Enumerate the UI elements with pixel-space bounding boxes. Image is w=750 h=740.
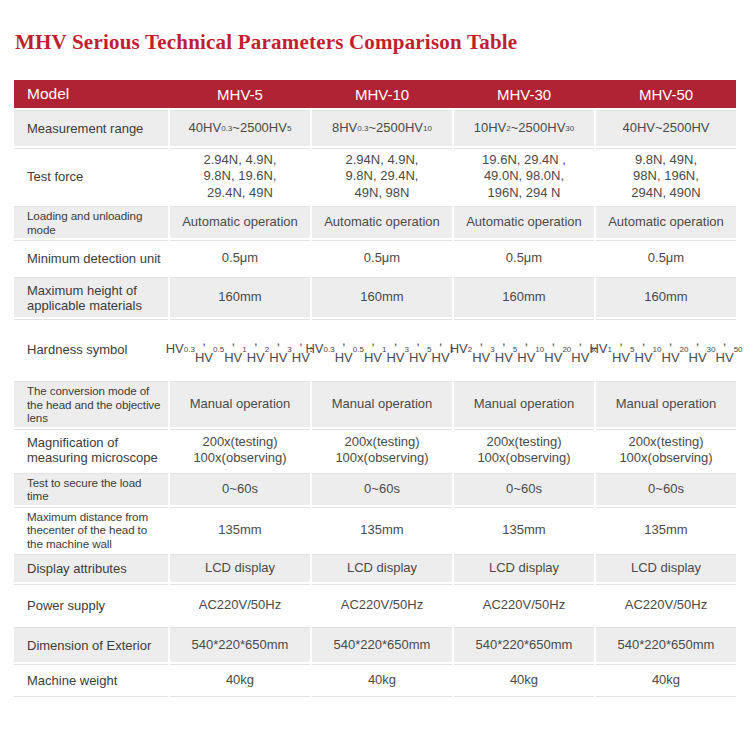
cell-mhv-5: Automatic operation	[170, 206, 310, 238]
cell-mhv-5: AC220V/50Hz	[170, 584, 310, 625]
table-row: Measurement range40HV0.3~2500HV58HV0.3~2…	[14, 110, 736, 146]
cell-mhv-10: HV0.3, HV0.5, HV1, HV3, HV5, HV10	[312, 319, 452, 379]
cell-mhv-30: 40kg	[454, 664, 594, 697]
cell-mhv-10: 40kg	[312, 664, 452, 697]
header-cell-mhv-5: MHV-5	[170, 86, 310, 103]
cell-mhv-50: 200x(testing)100x(observing)	[596, 429, 736, 471]
cell-mhv-30: LCD display	[454, 554, 594, 582]
row-label-test-force: Test force	[14, 148, 168, 204]
cell-mhv-50: 0~60s	[596, 473, 736, 505]
cell-mhv-50: AC220V/50Hz	[596, 584, 736, 625]
cell-mhv-30: Manual operation	[454, 381, 594, 427]
cell-mhv-10: 0~60s	[312, 473, 452, 505]
table-row: Test force2.94N, 4.9N, 9.8N, 19.6N, 29.4…	[14, 148, 736, 204]
cell-mhv-30: 10HV2~2500HV30	[454, 110, 594, 146]
cell-mhv-10: 160mm	[312, 277, 452, 317]
cell-mhv-5: Manual operation	[170, 381, 310, 427]
cell-mhv-50: HV1, HV5, HV10, HV20, HV30, HV50	[596, 319, 736, 379]
cell-mhv-30: Automatic operation	[454, 206, 594, 238]
row-label-measurement-range: Measurement range	[14, 110, 168, 146]
cell-mhv-50: 135mm	[596, 507, 736, 553]
table-row: Power supplyAC220V/50HzAC220V/50HzAC220V…	[14, 584, 736, 625]
cell-mhv-50: Automatic operation	[596, 206, 736, 238]
cell-mhv-5: 0~60s	[170, 473, 310, 505]
row-label-minimum-detection-unit: Minimum detection unit	[14, 240, 168, 275]
cell-mhv-10: Manual operation	[312, 381, 452, 427]
table-row: Test to secure the load time0~60s0~60s0~…	[14, 473, 736, 505]
table-row: Loading and unloading modeAutomatic oper…	[14, 206, 736, 238]
cell-mhv-30: 0.5μm	[454, 240, 594, 275]
row-label-dimension-of-exterior: Dimension of Exterior	[14, 627, 168, 662]
table-row: Hardness symbolHV0.3, HV0.5, HV1, HV2, H…	[14, 319, 736, 379]
cell-mhv-50: 160mm	[596, 277, 736, 317]
cell-mhv-10: 0.5μm	[312, 240, 452, 275]
cell-mhv-30: AC220V/50Hz	[454, 584, 594, 625]
cell-mhv-5: 135mm	[170, 507, 310, 553]
cell-mhv-5: 40kg	[170, 664, 310, 697]
parameters-table: ModelMHV-5MHV-10MHV-30MHV-50 Measurement…	[14, 80, 736, 697]
cell-mhv-50: 40HV~2500HV	[596, 110, 736, 146]
page-title: MHV Serious Technical Parameters Compari…	[15, 30, 736, 55]
row-label-display-attributes: Display attributes	[14, 554, 168, 582]
cell-mhv-10: 200x(testing)100x(observing)	[312, 429, 452, 471]
row-label-power-supply: Power supply	[14, 584, 168, 625]
table-row: The conversion mode of the head and the …	[14, 381, 736, 427]
cell-mhv-50: 40kg	[596, 664, 736, 697]
cell-mhv-30: 0~60s	[454, 473, 594, 505]
table-row: Magnification of measuring microscope200…	[14, 429, 736, 471]
table-row: Machine weight40kg40kg40kg40kg	[14, 664, 736, 697]
cell-mhv-50: Manual operation	[596, 381, 736, 427]
table-row: Minimum detection unit0.5μm0.5μm0.5μm0.5…	[14, 240, 736, 275]
cell-mhv-30: HV2, HV3, HV5, HV10, HV20, HV30	[454, 319, 594, 379]
header-cell-model: Model	[14, 85, 168, 103]
row-label-loading-and-unloading-mode: Loading and unloading mode	[14, 206, 168, 238]
cell-mhv-10: 8HV0.3~2500HV10	[312, 110, 452, 146]
cell-mhv-10: 2.94N, 4.9N, 9.8N, 29.4N, 49N, 98N	[312, 148, 452, 204]
table-body: Measurement range40HV0.3~2500HV58HV0.3~2…	[14, 110, 736, 697]
cell-mhv-50: 0.5μm	[596, 240, 736, 275]
cell-mhv-10: LCD display	[312, 554, 452, 582]
header-cell-mhv-30: MHV-30	[454, 86, 594, 103]
cell-mhv-5: 540*220*650mm	[170, 627, 310, 662]
cell-mhv-50: LCD display	[596, 554, 736, 582]
cell-mhv-30: 200x(testing)100x(observing)	[454, 429, 594, 471]
cell-mhv-5: HV0.3, HV0.5, HV1, HV2, HV3, HV5	[170, 319, 310, 379]
row-label-machine-weight: Machine weight	[14, 664, 168, 697]
cell-mhv-10: AC220V/50Hz	[312, 584, 452, 625]
cell-mhv-5: 40HV0.3~2500HV5	[170, 110, 310, 146]
cell-mhv-30: 19.6N, 29.4N , 49.0N, 98.0N, 196N, 294 N	[454, 148, 594, 204]
cell-mhv-50: 540*220*650mm	[596, 627, 736, 662]
cell-mhv-5: 160mm	[170, 277, 310, 317]
table-row: Maximum distance from thecenter of the h…	[14, 507, 736, 553]
table-header-row: ModelMHV-5MHV-10MHV-30MHV-50	[14, 80, 736, 108]
cell-mhv-30: 540*220*650mm	[454, 627, 594, 662]
cell-mhv-30: 135mm	[454, 507, 594, 553]
cell-mhv-10: Automatic operation	[312, 206, 452, 238]
row-label-the-conversion-mode-of: The conversion mode of the head and the …	[14, 381, 168, 427]
header-cell-mhv-50: MHV-50	[596, 86, 736, 103]
page: MHV Serious Technical Parameters Compari…	[0, 0, 750, 697]
cell-mhv-5: 0.5μm	[170, 240, 310, 275]
cell-mhv-10: 135mm	[312, 507, 452, 553]
cell-mhv-5: LCD display	[170, 554, 310, 582]
cell-mhv-50: 9.8N, 49N, 98N, 196N, 294N, 490N	[596, 148, 736, 204]
row-label-magnification-of-measuring-microscope: Magnification of measuring microscope	[14, 429, 168, 471]
table-row: Dimension of Exterior540*220*650mm540*22…	[14, 627, 736, 662]
cell-mhv-5: 200x(testing)100x(observing)	[170, 429, 310, 471]
row-label-maximum-distance-from-thecenter: Maximum distance from thecenter of the h…	[14, 507, 168, 553]
header-cell-mhv-10: MHV-10	[312, 86, 452, 103]
cell-mhv-30: 160mm	[454, 277, 594, 317]
row-label-test-to-secure-the: Test to secure the load time	[14, 473, 168, 505]
row-label-hardness-symbol: Hardness symbol	[14, 319, 168, 379]
table-row: Maximum height of applicable materials16…	[14, 277, 736, 317]
table-row: Display attributesLCD displayLCD display…	[14, 554, 736, 582]
row-label-maximum-height-of-applicable: Maximum height of applicable materials	[14, 277, 168, 317]
cell-mhv-5: 2.94N, 4.9N, 9.8N, 19.6N, 29.4N, 49N	[170, 148, 310, 204]
cell-mhv-10: 540*220*650mm	[312, 627, 452, 662]
